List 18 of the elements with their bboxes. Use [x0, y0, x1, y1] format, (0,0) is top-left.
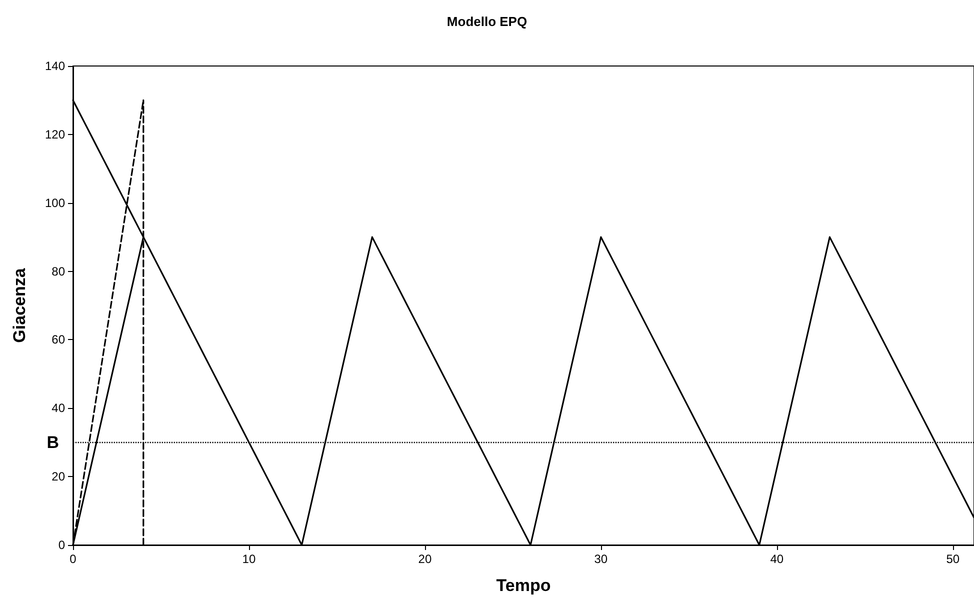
x-tick-label: 10: [242, 552, 256, 566]
y-tick-label: 100: [44, 196, 66, 210]
y-tick-label: 140: [44, 59, 66, 73]
x-tick-label: 20: [418, 552, 432, 566]
x-tick-label: 40: [770, 552, 784, 566]
x-tick-label: 50: [946, 552, 960, 566]
y-tick-label: 40: [52, 401, 66, 416]
y-tick-label: 60: [52, 332, 66, 347]
x-tick-label: 30: [594, 552, 608, 566]
y-tick-label: 20: [52, 470, 66, 484]
x-tick-label: 0: [70, 552, 77, 566]
y-tick-label: 120: [44, 127, 66, 142]
y-tick-label: 80: [52, 264, 66, 278]
y-tick-label: 0: [58, 538, 66, 552]
x-axis-title: Tempo: [496, 576, 551, 595]
y-axis-title: Giacenza: [10, 268, 29, 343]
chart-title: Modello EPQ: [446, 14, 528, 29]
ref-line-label: B: [46, 432, 59, 452]
